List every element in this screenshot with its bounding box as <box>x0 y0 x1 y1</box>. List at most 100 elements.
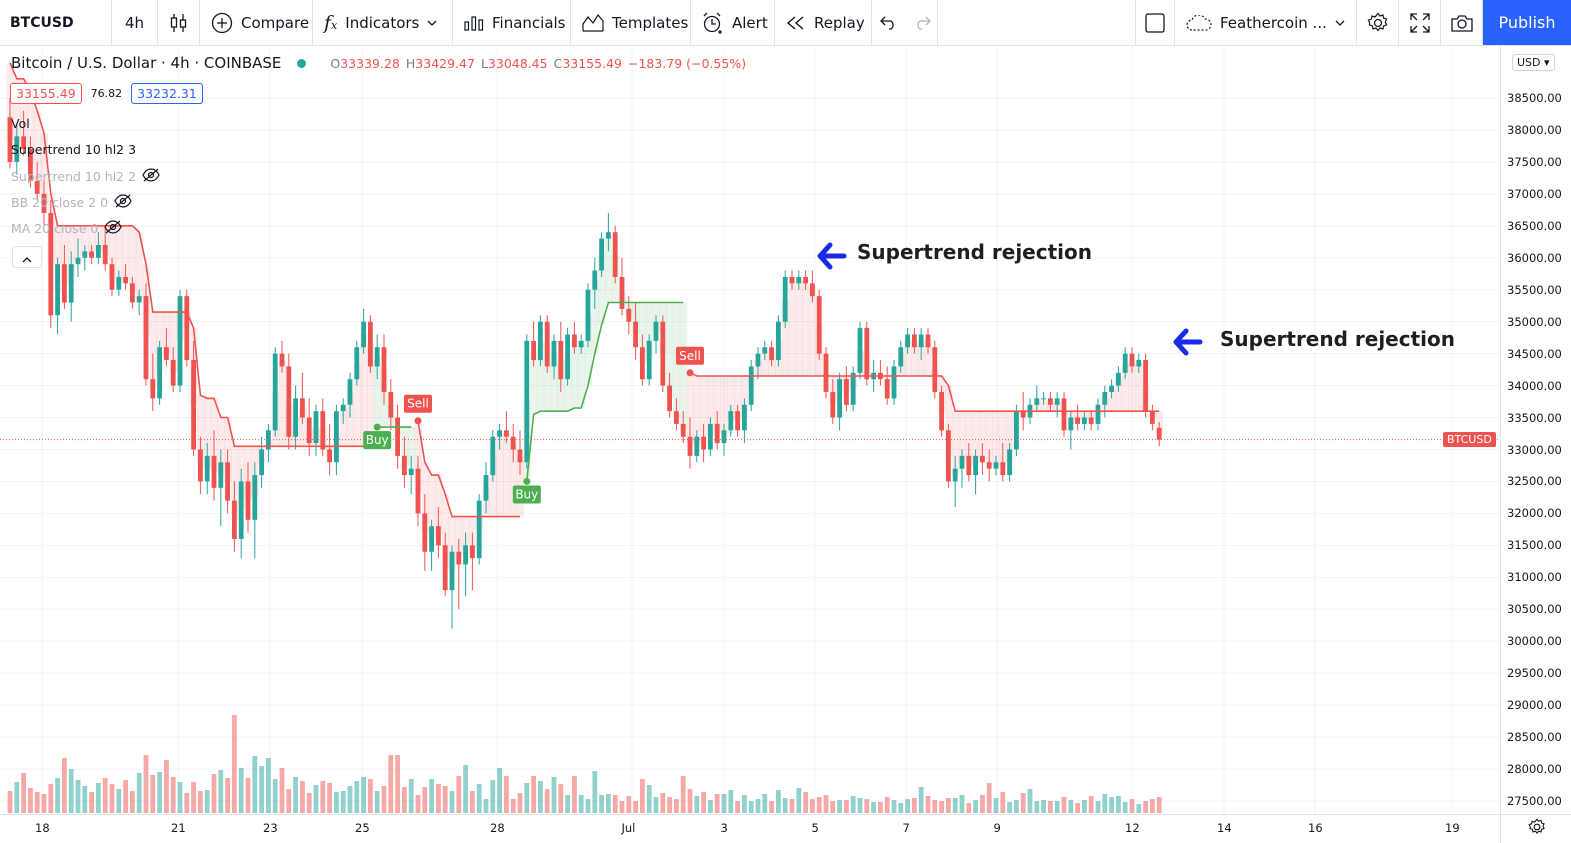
currency-selector[interactable]: USD ▾ <box>1512 54 1555 71</box>
chart-type-button[interactable] <box>158 0 200 45</box>
candle <box>572 321 577 354</box>
candle-body <box>810 283 815 297</box>
indicator-supertrend-2[interactable]: Supertrend 10 hl2 2 <box>11 168 160 185</box>
candle-body <box>238 481 244 539</box>
candle <box>660 315 666 392</box>
price-axis-label: 35500.00 <box>1507 282 1562 297</box>
price-chart[interactable]: Sell Buy Buy Sell <box>0 46 1500 814</box>
candle-body <box>980 455 985 463</box>
candle-body <box>796 276 802 284</box>
supertrend-fill-band <box>958 411 966 463</box>
layout-dropdown[interactable]: Feathercoin ... <box>1175 0 1357 45</box>
time-axis[interactable]: 18 21 23 25 28 Jul 3 5 7 9 12 14 16 19 <box>0 814 1500 843</box>
open-key: O <box>330 55 341 71</box>
candle-body <box>959 455 965 469</box>
volume-bar <box>136 773 142 813</box>
redo-icon <box>913 16 931 30</box>
candle <box>1109 379 1114 399</box>
price-axis[interactable]: 38500.00 38000.00 37500.00 37000.00 36500.00… <box>1443 46 1571 814</box>
volume-bar <box>211 774 217 813</box>
indicator-vol[interactable]: Vol <box>11 116 30 131</box>
volume-bar <box>361 777 366 813</box>
supertrend-fill-band <box>945 385 953 456</box>
candle <box>578 334 584 354</box>
candle <box>361 308 366 354</box>
volume-bar <box>782 798 788 813</box>
price-axis-label: 31000.00 <box>1507 570 1562 585</box>
price-axis-label: 29500.00 <box>1507 666 1562 681</box>
volume-bar <box>1041 800 1046 813</box>
supertrend-fill-band <box>530 350 538 415</box>
sell-signal: Sell <box>404 394 432 425</box>
supertrend-fill-band <box>217 417 225 476</box>
bid-price[interactable]: 33155.49 <box>10 83 82 104</box>
eye-crossed-icon[interactable] <box>114 194 132 211</box>
candle <box>993 455 999 476</box>
publish-button[interactable]: Publish <box>1483 0 1571 45</box>
interval-button[interactable]: 4h <box>112 0 158 45</box>
candle-body <box>41 193 47 214</box>
alert-button[interactable]: Alert <box>691 0 775 45</box>
indicators-button[interactable]: fx Indicators <box>313 0 453 45</box>
indicator-bb[interactable]: BB 20 close 2 0 <box>11 194 132 211</box>
volume-bar <box>34 792 40 813</box>
arrow-left-icon <box>1173 328 1203 356</box>
candle <box>1116 366 1121 392</box>
candle <box>932 340 938 399</box>
candle-body <box>748 366 754 405</box>
redo-button[interactable] <box>906 0 938 45</box>
compare-button[interactable]: Compare <box>200 0 313 45</box>
price-axis-label: 28000.00 <box>1507 762 1562 777</box>
candle <box>925 328 931 354</box>
volume-bar <box>327 783 332 813</box>
templates-button[interactable]: Templates <box>571 0 691 45</box>
supertrend-segment <box>526 301 684 482</box>
expand-icon <box>1409 12 1430 33</box>
volume-bar <box>157 772 162 813</box>
supertrend-fill-band <box>951 411 960 476</box>
candle <box>755 347 761 380</box>
axis-settings-button[interactable] <box>1500 814 1571 843</box>
undo-button[interactable] <box>872 0 906 45</box>
candle <box>340 398 346 424</box>
volume-bar <box>864 799 870 813</box>
indicator-label: Supertrend 10 hl2 2 <box>11 169 137 184</box>
candle-body <box>633 321 638 348</box>
supertrend-fill-band <box>543 344 552 412</box>
indicator-supertrend-3[interactable]: Supertrend 10 hl2 3 <box>11 142 136 157</box>
candle <box>1048 391 1053 412</box>
time-axis-label: 23 <box>263 821 278 835</box>
volume-bar <box>191 782 196 813</box>
ask-price[interactable]: 33232.31 <box>131 83 203 104</box>
candle-body <box>354 347 360 380</box>
volume-bar <box>286 789 292 813</box>
snapshot-button[interactable] <box>1441 0 1483 45</box>
candle <box>646 334 652 386</box>
candle <box>959 449 965 488</box>
eye-crossed-icon[interactable] <box>142 168 160 185</box>
maximize-button[interactable] <box>1399 0 1441 45</box>
volume-bar <box>150 775 156 813</box>
indicator-ma[interactable]: MA 20 close 0 <box>11 220 122 237</box>
candle <box>694 430 700 463</box>
collapse-legend-button[interactable] <box>12 246 42 268</box>
candle-body <box>211 455 217 488</box>
candle-body <box>1136 360 1142 367</box>
candle-body <box>925 334 931 348</box>
supertrend-fill-band <box>1040 398 1048 412</box>
settings-button[interactable] <box>1357 0 1399 45</box>
volume-bar <box>89 792 94 813</box>
candle <box>68 251 74 322</box>
symbol-search-button[interactable]: BTCUSD <box>0 0 112 45</box>
financials-button[interactable]: Financials <box>453 0 571 45</box>
volume-bar <box>1122 802 1128 813</box>
fullscreen-toggle-button[interactable] <box>1135 0 1175 45</box>
candle <box>143 283 149 386</box>
replay-button[interactable]: Replay <box>775 0 872 45</box>
symbol-title[interactable]: Bitcoin / U.S. Dollar · 4h · COINBASE <box>11 54 282 72</box>
eye-crossed-icon[interactable] <box>104 220 122 237</box>
volume-bar <box>130 791 135 813</box>
candle <box>456 538 462 610</box>
candle <box>701 423 706 463</box>
candle <box>490 430 496 482</box>
